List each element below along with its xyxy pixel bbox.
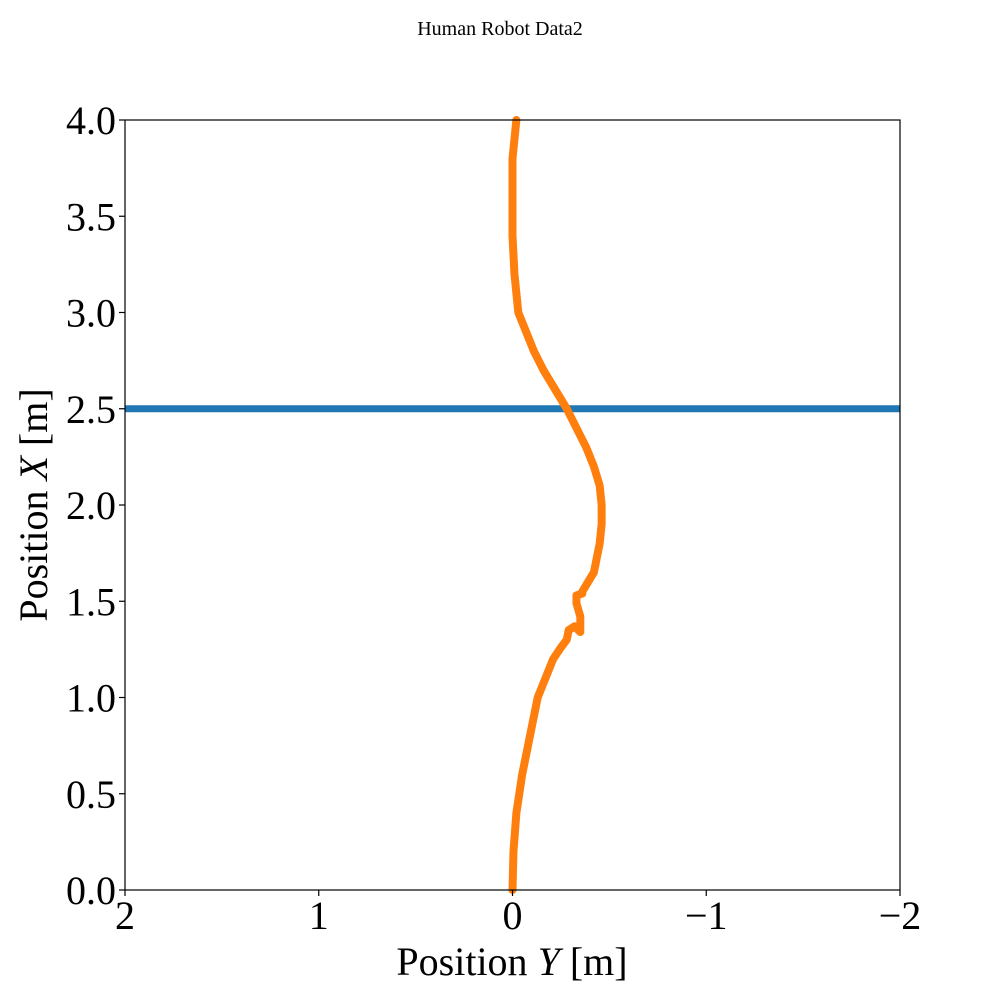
x-axis-label: Position Y [m]	[396, 939, 627, 984]
x-tick-label: 1	[309, 893, 329, 938]
axis-label-unit: [m]	[11, 388, 56, 456]
y-tick-label: 4.0	[66, 98, 116, 143]
y-tick-label: 1.0	[66, 676, 116, 721]
axis-label-unit: [m]	[560, 939, 628, 984]
y-tick-label: 2.0	[66, 483, 116, 528]
axis-label-variable: Y	[538, 939, 564, 984]
x-tick-label: 2	[115, 893, 135, 938]
series-line-2	[508, 116, 606, 894]
plot-area	[125, 116, 900, 894]
y-tick-label: 2.5	[66, 387, 116, 432]
y-tick-label: 0.0	[66, 868, 116, 913]
y-tick-label: 3.5	[66, 194, 116, 239]
x-tick-label: 0	[503, 893, 523, 938]
y-tick-label: 3.0	[66, 291, 116, 336]
y-tick-label: 0.5	[66, 772, 116, 817]
axis-label-prefix: Position	[396, 939, 537, 984]
axis-label-variable: X	[11, 455, 56, 483]
y-tick-label: 1.5	[66, 579, 116, 624]
y-axis-label: Position X [m]	[11, 388, 56, 621]
chart-title: Human Robot Data2	[417, 18, 583, 40]
x-axis: 2 1 0 −1 −2	[115, 890, 921, 938]
y-axis: 0.0 0.5 1.0 1.5 2.0 2.5 3.0 3.5 4.0	[66, 98, 125, 913]
x-tick-label: −1	[685, 893, 728, 938]
axis-label-prefix: Position	[11, 481, 56, 622]
x-tick-label: −2	[879, 893, 922, 938]
